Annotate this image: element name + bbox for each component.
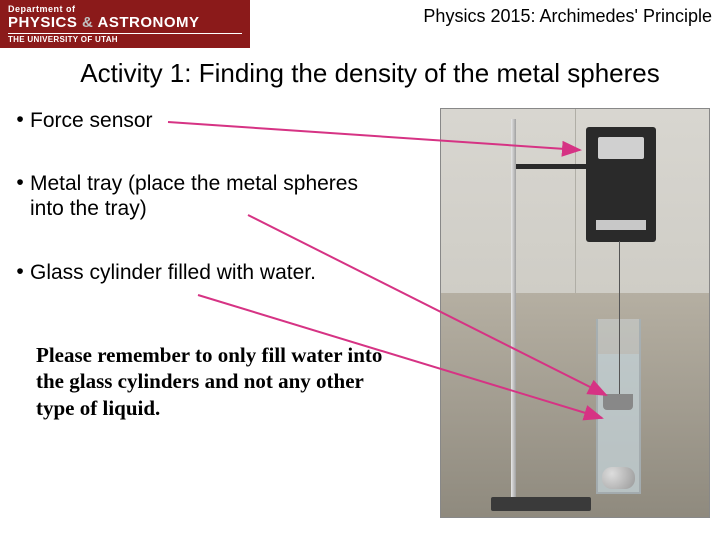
apparatus-photo (440, 108, 710, 518)
bullet-dot: • (10, 171, 30, 221)
floor (441, 293, 709, 517)
force-sensor (586, 127, 656, 242)
stand-base (491, 497, 591, 511)
wall-corner (575, 109, 576, 293)
dept-text: Department of (8, 4, 242, 14)
bullet-dot: • (10, 108, 30, 133)
astronomy-word: ASTRONOMY (98, 14, 200, 31)
slide-header-text: Physics 2015: Archimedes' Principle (423, 6, 712, 27)
metal-spheres (602, 467, 635, 489)
sensor-arm (516, 164, 588, 169)
bullet-item: • Metal tray (place the metal spheres in… (10, 171, 390, 221)
bullet-text: Glass cylinder filled with water. (30, 260, 390, 285)
bullet-dot: • (10, 260, 30, 285)
bullet-item: • Glass cylinder filled with water. (10, 260, 390, 285)
logo-divider (8, 33, 242, 34)
physics-word: PHYSICS (8, 14, 77, 31)
bullet-item: • Force sensor (10, 108, 390, 133)
activity-title: Activity 1: Finding the density of the m… (30, 58, 710, 89)
bullet-text: Force sensor (30, 108, 390, 133)
bullet-list: • Force sensor • Metal tray (place the m… (10, 108, 390, 323)
bullet-text: Metal tray (place the metal spheres into… (30, 171, 390, 221)
sensor-label (596, 220, 646, 230)
warning-note: Please remember to only fill water into … (36, 342, 406, 421)
sensor-screen (598, 137, 644, 159)
hanging-wire (619, 241, 620, 396)
dept-logo: Department of PHYSICS & ASTRONOMY THE UN… (0, 0, 250, 48)
dept-main: PHYSICS & ASTRONOMY (8, 14, 242, 31)
ampersand: & (82, 14, 93, 31)
metal-tray (603, 394, 633, 410)
university-text: THE UNIVERSITY OF UTAH (8, 35, 242, 44)
stand-pole (511, 119, 516, 509)
